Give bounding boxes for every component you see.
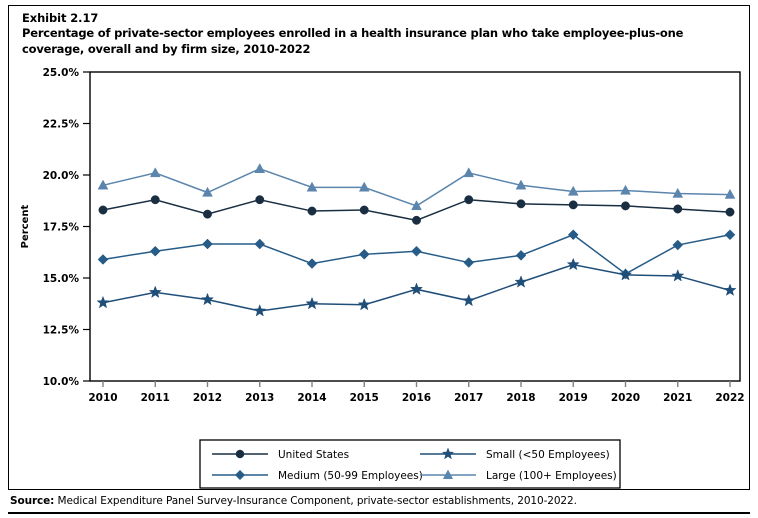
source-divider xyxy=(8,512,750,514)
marker-star xyxy=(200,292,215,306)
title-block: Exhibit 2.17 Percentage of private-secto… xyxy=(22,11,722,57)
marker-star xyxy=(357,297,371,311)
series-circle xyxy=(98,195,735,225)
legend-label: Medium (50-99 Employees) xyxy=(278,470,423,482)
marker-circle xyxy=(235,449,245,459)
marker-diamond xyxy=(97,254,109,265)
marker-diamond xyxy=(149,245,161,257)
marker-star xyxy=(441,447,455,460)
marker-circle xyxy=(516,199,526,209)
marker-triangle xyxy=(442,469,454,479)
marker-star xyxy=(618,267,633,281)
x-axis-tick-label: 2012 xyxy=(193,392,222,404)
x-axis-tick-label: 2016 xyxy=(402,392,431,404)
marker-triangle xyxy=(620,184,631,195)
marker-circle xyxy=(621,201,630,211)
marker-diamond xyxy=(202,238,213,250)
marker-triangle xyxy=(411,200,422,211)
plot-frame xyxy=(89,71,741,382)
marker-circle xyxy=(673,204,683,214)
marker-circle xyxy=(359,205,369,215)
source-note: Source: Medical Expenditure Panel Survey… xyxy=(10,495,750,507)
marker-star xyxy=(148,285,162,299)
marker-star xyxy=(514,275,528,288)
marker-star xyxy=(96,295,110,309)
marker-circle xyxy=(464,195,474,205)
marker-triangle xyxy=(672,187,684,198)
legend-label: United States xyxy=(278,449,349,461)
y-axis-tick-label: 20.0% xyxy=(43,170,80,182)
marker-circle xyxy=(412,215,421,225)
chart-legend: United States Small (<50 Employees) Medium… xyxy=(199,439,621,489)
marker-triangle xyxy=(463,167,475,178)
marker-triangle xyxy=(567,185,579,196)
x-axis-tick-label: 2017 xyxy=(454,392,483,404)
legend-label: Large (100+ Employees) xyxy=(486,470,617,482)
marker-triangle xyxy=(202,186,213,197)
marker-circle xyxy=(150,195,160,205)
marker-triangle xyxy=(724,188,736,199)
series-star xyxy=(96,257,737,317)
marker-triangle xyxy=(306,181,318,192)
y-axis-tick-label: 12.5% xyxy=(43,325,80,337)
marker-diamond xyxy=(567,229,579,241)
legend-border xyxy=(199,439,621,489)
y-axis-tick-label: 17.5% xyxy=(43,222,80,234)
marker-star xyxy=(409,282,424,295)
marker-triangle xyxy=(358,181,370,192)
x-axis-tick-label: 2018 xyxy=(506,392,535,404)
marker-circle xyxy=(307,206,317,216)
x-axis-tick-label: 2011 xyxy=(141,392,170,404)
exhibit-number: Exhibit 2.17 xyxy=(22,11,99,25)
marker-diamond xyxy=(672,239,684,251)
x-axis-tick-label: 2013 xyxy=(245,392,274,404)
legend-label: Small (<50 Employees) xyxy=(486,449,610,461)
marker-star xyxy=(253,304,267,317)
marker-diamond xyxy=(306,258,318,269)
marker-star xyxy=(462,293,476,307)
marker-diamond xyxy=(515,249,527,261)
x-axis-tick-label: 2020 xyxy=(611,392,640,404)
marker-star xyxy=(671,269,685,282)
marker-diamond xyxy=(463,257,475,268)
x-axis-tick-label: 2010 xyxy=(88,392,117,404)
marker-diamond xyxy=(254,238,266,250)
y-axis-tick-label: 10.0% xyxy=(43,376,80,388)
x-axis-tick-label: 2021 xyxy=(663,392,692,404)
series-diamond xyxy=(97,229,736,280)
y-axis-tick-label: 22.5% xyxy=(43,119,80,131)
marker-diamond xyxy=(411,245,422,257)
x-axis-tick-label: 2015 xyxy=(350,392,379,404)
marker-star xyxy=(566,257,580,271)
marker-circle xyxy=(725,207,735,217)
marker-triangle xyxy=(97,179,109,190)
page-title: Percentage of private-sector employees e… xyxy=(22,26,684,56)
marker-star xyxy=(305,296,319,310)
y-axis-title: Percent xyxy=(20,204,31,248)
marker-triangle xyxy=(515,179,527,190)
marker-triangle xyxy=(254,163,266,173)
series-triangle xyxy=(97,163,736,211)
marker-circle xyxy=(568,200,578,210)
marker-circle xyxy=(255,195,265,205)
marker-diamond xyxy=(724,229,736,241)
y-axis-tick-label: 25.0% xyxy=(43,67,80,79)
y-axis-tick-label: 15.0% xyxy=(43,273,80,285)
marker-circle xyxy=(98,205,108,215)
marker-circle xyxy=(203,209,212,219)
x-axis-tick-label: 2014 xyxy=(297,392,326,404)
source-label: Source: xyxy=(10,495,55,507)
marker-triangle xyxy=(149,167,161,178)
marker-star xyxy=(723,283,737,296)
x-axis-tick-label: 2022 xyxy=(715,392,744,404)
marker-diamond xyxy=(234,469,246,481)
x-axis-tick-label: 2019 xyxy=(559,392,588,404)
source-text: Medical Expenditure Panel Survey-Insuran… xyxy=(54,495,577,507)
marker-diamond xyxy=(358,248,370,260)
